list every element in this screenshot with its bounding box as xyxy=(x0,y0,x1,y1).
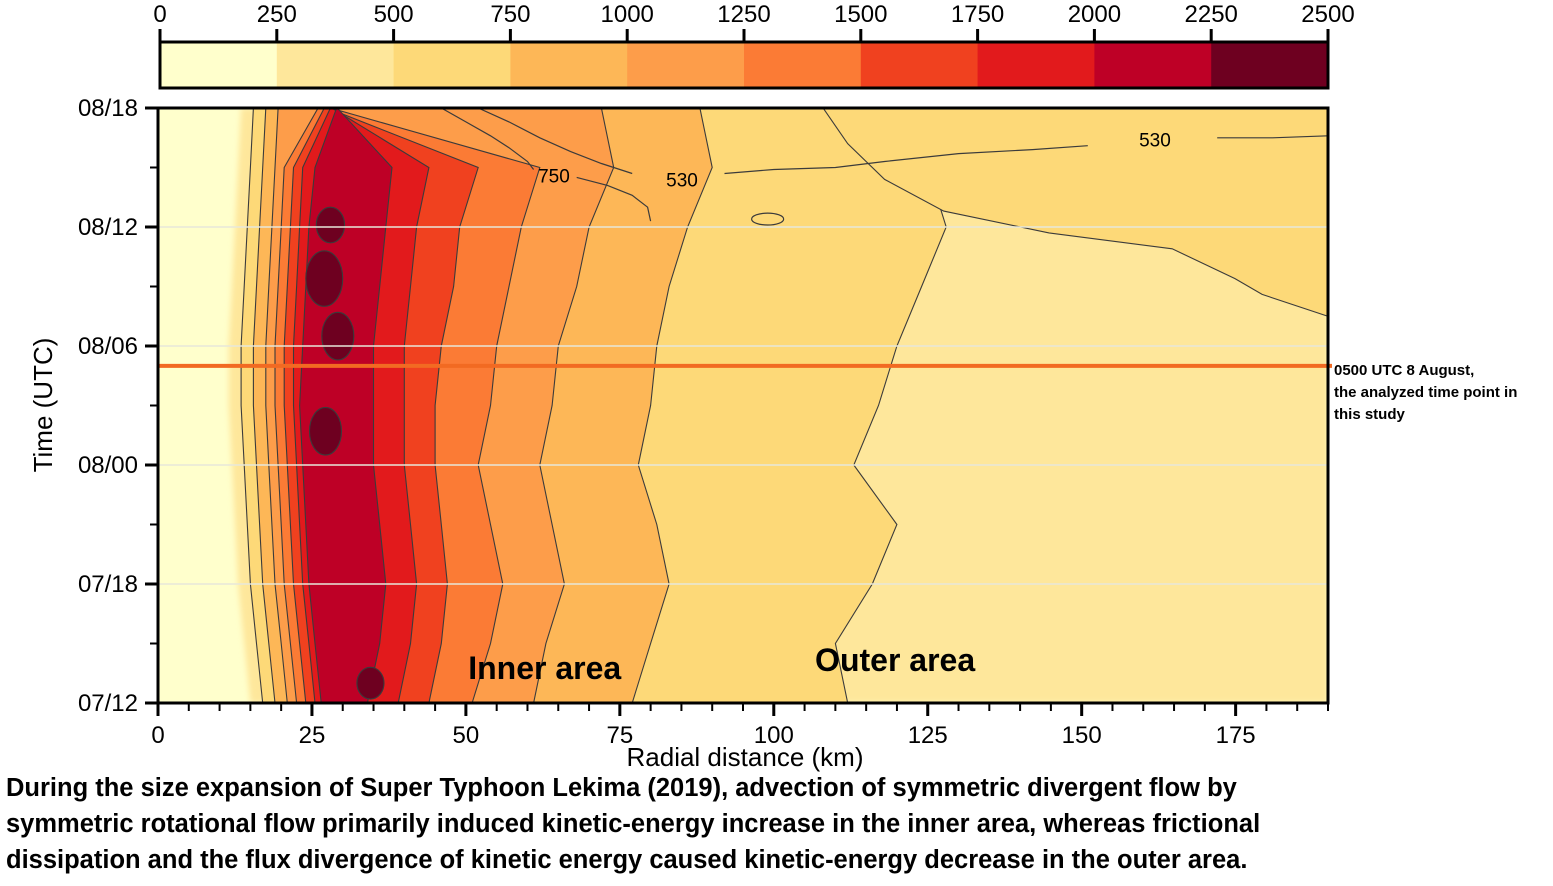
y-tick-label: 08/00 xyxy=(78,452,138,479)
figure-caption: During the size expansion of Super Typho… xyxy=(6,770,1546,878)
caption-line-2: symmetric rotational flow primarily indu… xyxy=(6,810,1261,838)
colorbar-swatch-250 xyxy=(276,42,395,88)
caption-line-1: During the size expansion of Super Typho… xyxy=(6,774,1237,802)
colorbar-tick-label: 750 xyxy=(490,1,530,28)
colorbar-ticks xyxy=(158,29,1330,42)
colorbar-tick-labels: 0 250 500 750 1000 1250 1500 1750 2000 2250 2500 xyxy=(153,1,1354,28)
contour-line-530 xyxy=(477,108,633,175)
x-tick-label: 175 xyxy=(1216,722,1256,749)
y-axis-tick-labels: 07/12 07/18 08/00 08/06 08/12 08/18 xyxy=(78,95,138,717)
region-label-inner-area: Inner area xyxy=(468,650,621,686)
colorbar-tick-label: 2000 xyxy=(1068,1,1121,28)
x-tick-label: 75 xyxy=(606,722,633,749)
contour-figure: 0 250 500 750 1000 1250 1500 1750 2000 2250 2500 7… xyxy=(28,1,1517,772)
colorbar-swatch-1500 xyxy=(860,42,979,88)
colorbar-swatch-2000 xyxy=(1094,42,1212,88)
contour-line-750 xyxy=(441,108,535,170)
analyzed-time-annotation: 0500 UTC 8 August, the analyzed time poi… xyxy=(1334,362,1517,423)
y-tick-label: 08/12 xyxy=(78,214,138,241)
colorbar-swatch-1750 xyxy=(977,42,1095,88)
y-tick-label: 07/12 xyxy=(78,690,138,717)
colorbar-tick-label: 2250 xyxy=(1185,1,1238,28)
labeled-contour-lines xyxy=(441,108,1328,226)
contour-peak-2250 xyxy=(305,250,344,307)
contour-peak-blobs xyxy=(305,206,385,700)
colorbar-swatch-500 xyxy=(393,42,511,88)
colorbar-swatch-1250 xyxy=(744,42,862,88)
region-labels: Inner area Outer area xyxy=(468,642,975,686)
colorbar-tick-label: 1000 xyxy=(601,1,654,28)
x-axis-ticks xyxy=(156,703,1329,716)
contour-label-750: 750 xyxy=(538,166,570,187)
y-axis-title: Time (UTC) xyxy=(28,338,58,473)
plot-content: 750 530 530 Inner area Outer area xyxy=(158,108,1328,703)
annotation-line-3: this study xyxy=(1334,406,1405,423)
y-tick-label: 08/18 xyxy=(78,95,138,122)
contour-patches xyxy=(822,108,1328,317)
contour-label-530: 530 xyxy=(666,170,698,191)
x-tick-label: 0 xyxy=(151,722,164,749)
annotation-line-1: 0500 UTC 8 August, xyxy=(1334,362,1474,379)
colorbar-tick-label: 1250 xyxy=(717,1,770,28)
colorbar-swatch-1000 xyxy=(627,42,745,88)
region-label-outer-area: Outer area xyxy=(815,642,975,678)
colorbar-tick-label: 250 xyxy=(257,1,297,28)
contour-line-750 xyxy=(576,176,652,222)
contour-bands xyxy=(228,108,1328,703)
colorbar-tick-label: 2500 xyxy=(1301,1,1354,28)
contour-line-closed xyxy=(751,212,785,226)
colorbar-tick-label: 1750 xyxy=(951,1,1004,28)
colorbar-frame xyxy=(158,40,1330,90)
colorbar-swatches xyxy=(160,42,1329,88)
colorbar-swatch-0 xyxy=(160,42,278,88)
colorbar-swatch-750 xyxy=(510,42,628,88)
contour-peak-2250 xyxy=(308,406,343,456)
colorbar: 0 250 500 750 1000 1250 1500 1750 2000 2250 2500 xyxy=(153,1,1355,90)
colorbar-tick-label: 0 xyxy=(153,1,166,28)
y-tick-label: 07/18 xyxy=(78,571,138,598)
x-tick-label: 125 xyxy=(908,722,948,749)
x-tick-label: 25 xyxy=(299,722,326,749)
colorbar-tick-label: 1500 xyxy=(834,1,887,28)
x-axis-title: Radial distance (km) xyxy=(627,742,864,772)
x-tick-label: 100 xyxy=(754,722,794,749)
y-tick-label: 08/06 xyxy=(78,333,138,360)
contour-peak-2250 xyxy=(321,311,355,361)
contour-label-530: 530 xyxy=(1139,131,1171,152)
colorbar-swatch-2250 xyxy=(1211,42,1329,88)
gridlines xyxy=(158,226,1328,585)
contour-line-labels: 750 530 530 xyxy=(538,131,1171,192)
contour-peak-2250 xyxy=(356,666,385,700)
x-tick-label: 50 xyxy=(453,722,480,749)
contour-line-530 xyxy=(1217,135,1328,139)
contour-line-530 xyxy=(724,145,1088,175)
contour-patch-500 xyxy=(822,108,1328,317)
annotation-line-2: the analyzed time point in xyxy=(1334,384,1517,401)
caption-line-3: dissipation and the flux divergence of k… xyxy=(6,846,1248,874)
x-tick-label: 150 xyxy=(1062,722,1102,749)
x-axis-tick-labels: 0 25 50 75 100 125 150 175 xyxy=(151,722,1255,749)
y-axis-ticks xyxy=(145,106,158,705)
colorbar-tick-label: 500 xyxy=(374,1,414,28)
contour-peak-2250 xyxy=(315,206,346,244)
